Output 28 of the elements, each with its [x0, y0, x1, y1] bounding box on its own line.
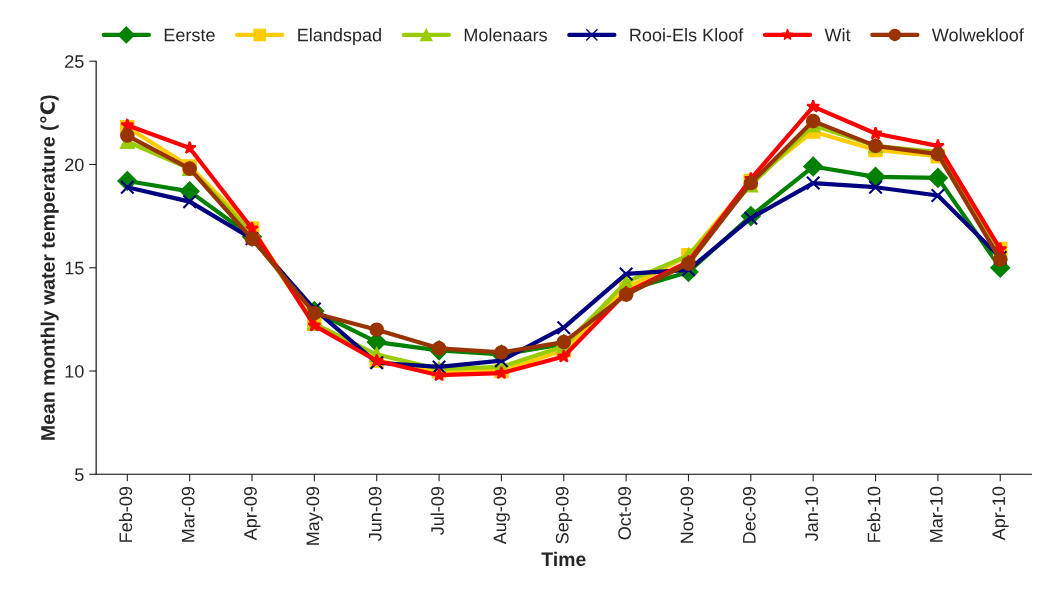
x-tick-label: Apr-09	[244, 486, 261, 541]
x-tick-label: Jul-09	[430, 486, 444, 535]
x-tick-label: Feb-09	[118, 486, 133, 542]
x-tick-label: Aug-09	[493, 486, 510, 545]
x-tick-label: Nov-09	[680, 486, 694, 543]
y-tick-label: 25	[65, 55, 84, 68]
legend-label: Wit	[824, 28, 851, 42]
x-tick-label: Dec-09	[742, 486, 756, 543]
legend-label: Eerste	[164, 28, 215, 42]
x-tick-label: Oct-09	[618, 486, 631, 540]
y-tick-label: 15	[65, 261, 84, 275]
x-tick-label: Mar-09	[181, 486, 195, 542]
x-axis-title: Time	[541, 551, 586, 567]
legend-label: Wolwekloof	[931, 28, 1024, 42]
x-tick-label: Sep-09	[555, 486, 573, 544]
y-tick-label: 20	[65, 158, 84, 172]
y-tick-label: 5	[75, 468, 84, 482]
x-tick-label: Jun-09	[368, 486, 382, 542]
x-tick-label: Apr-10	[992, 486, 1009, 541]
y-axis-title: Mean monthly water temperature (℃)	[40, 95, 59, 440]
legend-label: Elandspad	[298, 28, 381, 45]
x-tick-label: Feb-10	[867, 486, 881, 542]
y-tick-label: 10	[65, 364, 84, 378]
x-tick-label: May-09	[306, 486, 323, 545]
x-tick-label: Jan-10	[805, 486, 819, 542]
x-tick-label: Mar-10	[929, 486, 943, 542]
legend-label: Rooi-Els Kloof	[630, 28, 744, 42]
legend-label: Molenaars	[464, 28, 547, 42]
